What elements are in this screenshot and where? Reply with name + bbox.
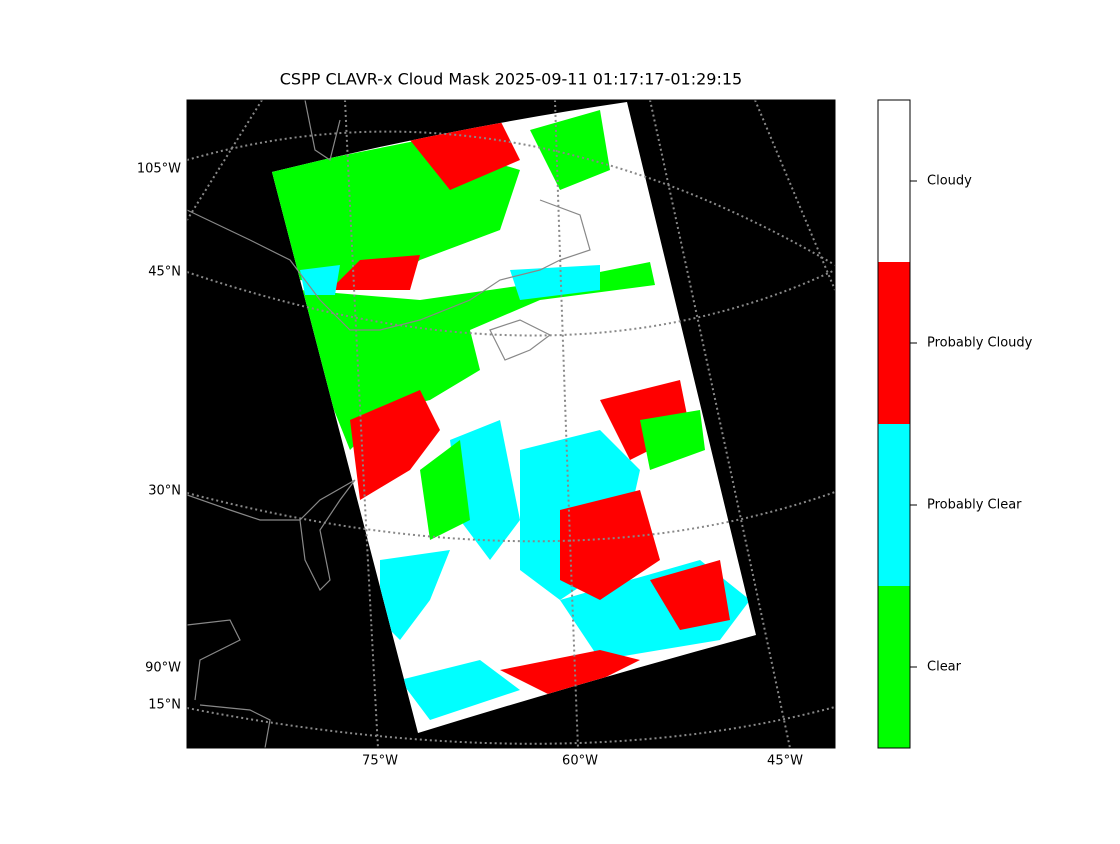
coastline <box>489 319 552 361</box>
coastline <box>187 619 241 701</box>
graticule <box>187 130 835 266</box>
coastline <box>304 100 341 161</box>
colorbar: Cloudy Probably Cloudy Probably Clear Clear <box>878 100 1033 748</box>
map-content <box>187 100 835 748</box>
graticule <box>187 491 835 543</box>
cloud-patch <box>560 490 660 600</box>
colorbar-frame <box>877 99 911 749</box>
cloud-patch <box>380 550 450 640</box>
cloud-patch <box>300 265 340 295</box>
cloud-patch <box>500 650 640 700</box>
cloud-patch <box>510 265 600 300</box>
graticule <box>187 269 835 337</box>
colorbar-label: Probably Clear <box>927 498 1022 513</box>
graticule <box>187 100 263 221</box>
coastline <box>187 209 561 331</box>
swath <box>272 102 756 733</box>
cloud-patch <box>410 120 520 190</box>
lat-lon-label: 30°N <box>148 484 181 499</box>
colorbar-segment <box>878 586 910 748</box>
title: CSPP CLAVR-x Cloud Mask 2025-09-11 01:17… <box>280 70 742 89</box>
lon-label: 60°W <box>562 754 598 769</box>
coastline <box>299 479 356 592</box>
cloud-patch <box>650 560 730 630</box>
cloud-patch <box>450 420 520 560</box>
cloud-patch <box>640 410 705 470</box>
lat-lon-label: 105°W <box>137 162 181 177</box>
lon-label: 75°W <box>362 754 398 769</box>
lat-lon-label: 45°N <box>148 265 181 280</box>
colorbar-segment <box>878 262 910 424</box>
graticule <box>344 100 379 748</box>
graticule <box>187 706 835 745</box>
lon-label: 45°W <box>767 754 803 769</box>
colorbar-segment <box>878 424 910 586</box>
graticule <box>754 100 835 291</box>
cloud-patch <box>330 255 420 290</box>
cloud-patch <box>350 390 440 500</box>
cloud-patch <box>300 262 655 450</box>
coastline <box>199 704 271 748</box>
map-frame <box>186 99 836 749</box>
graticule <box>554 100 579 748</box>
colorbar-label: Cloudy <box>927 174 972 189</box>
coastline <box>187 494 300 521</box>
colorbar-segment <box>878 100 910 262</box>
cloud-patch <box>400 660 520 720</box>
coastline <box>539 199 591 261</box>
lat-lon-label: 15°N <box>148 698 181 713</box>
cloud-patch <box>530 110 610 190</box>
colorbar-label: Clear <box>927 660 962 675</box>
lat-lon-label: 90°W <box>145 661 181 676</box>
cloud-patch <box>420 440 470 540</box>
colorbar-label: Probably Cloudy <box>927 336 1033 351</box>
